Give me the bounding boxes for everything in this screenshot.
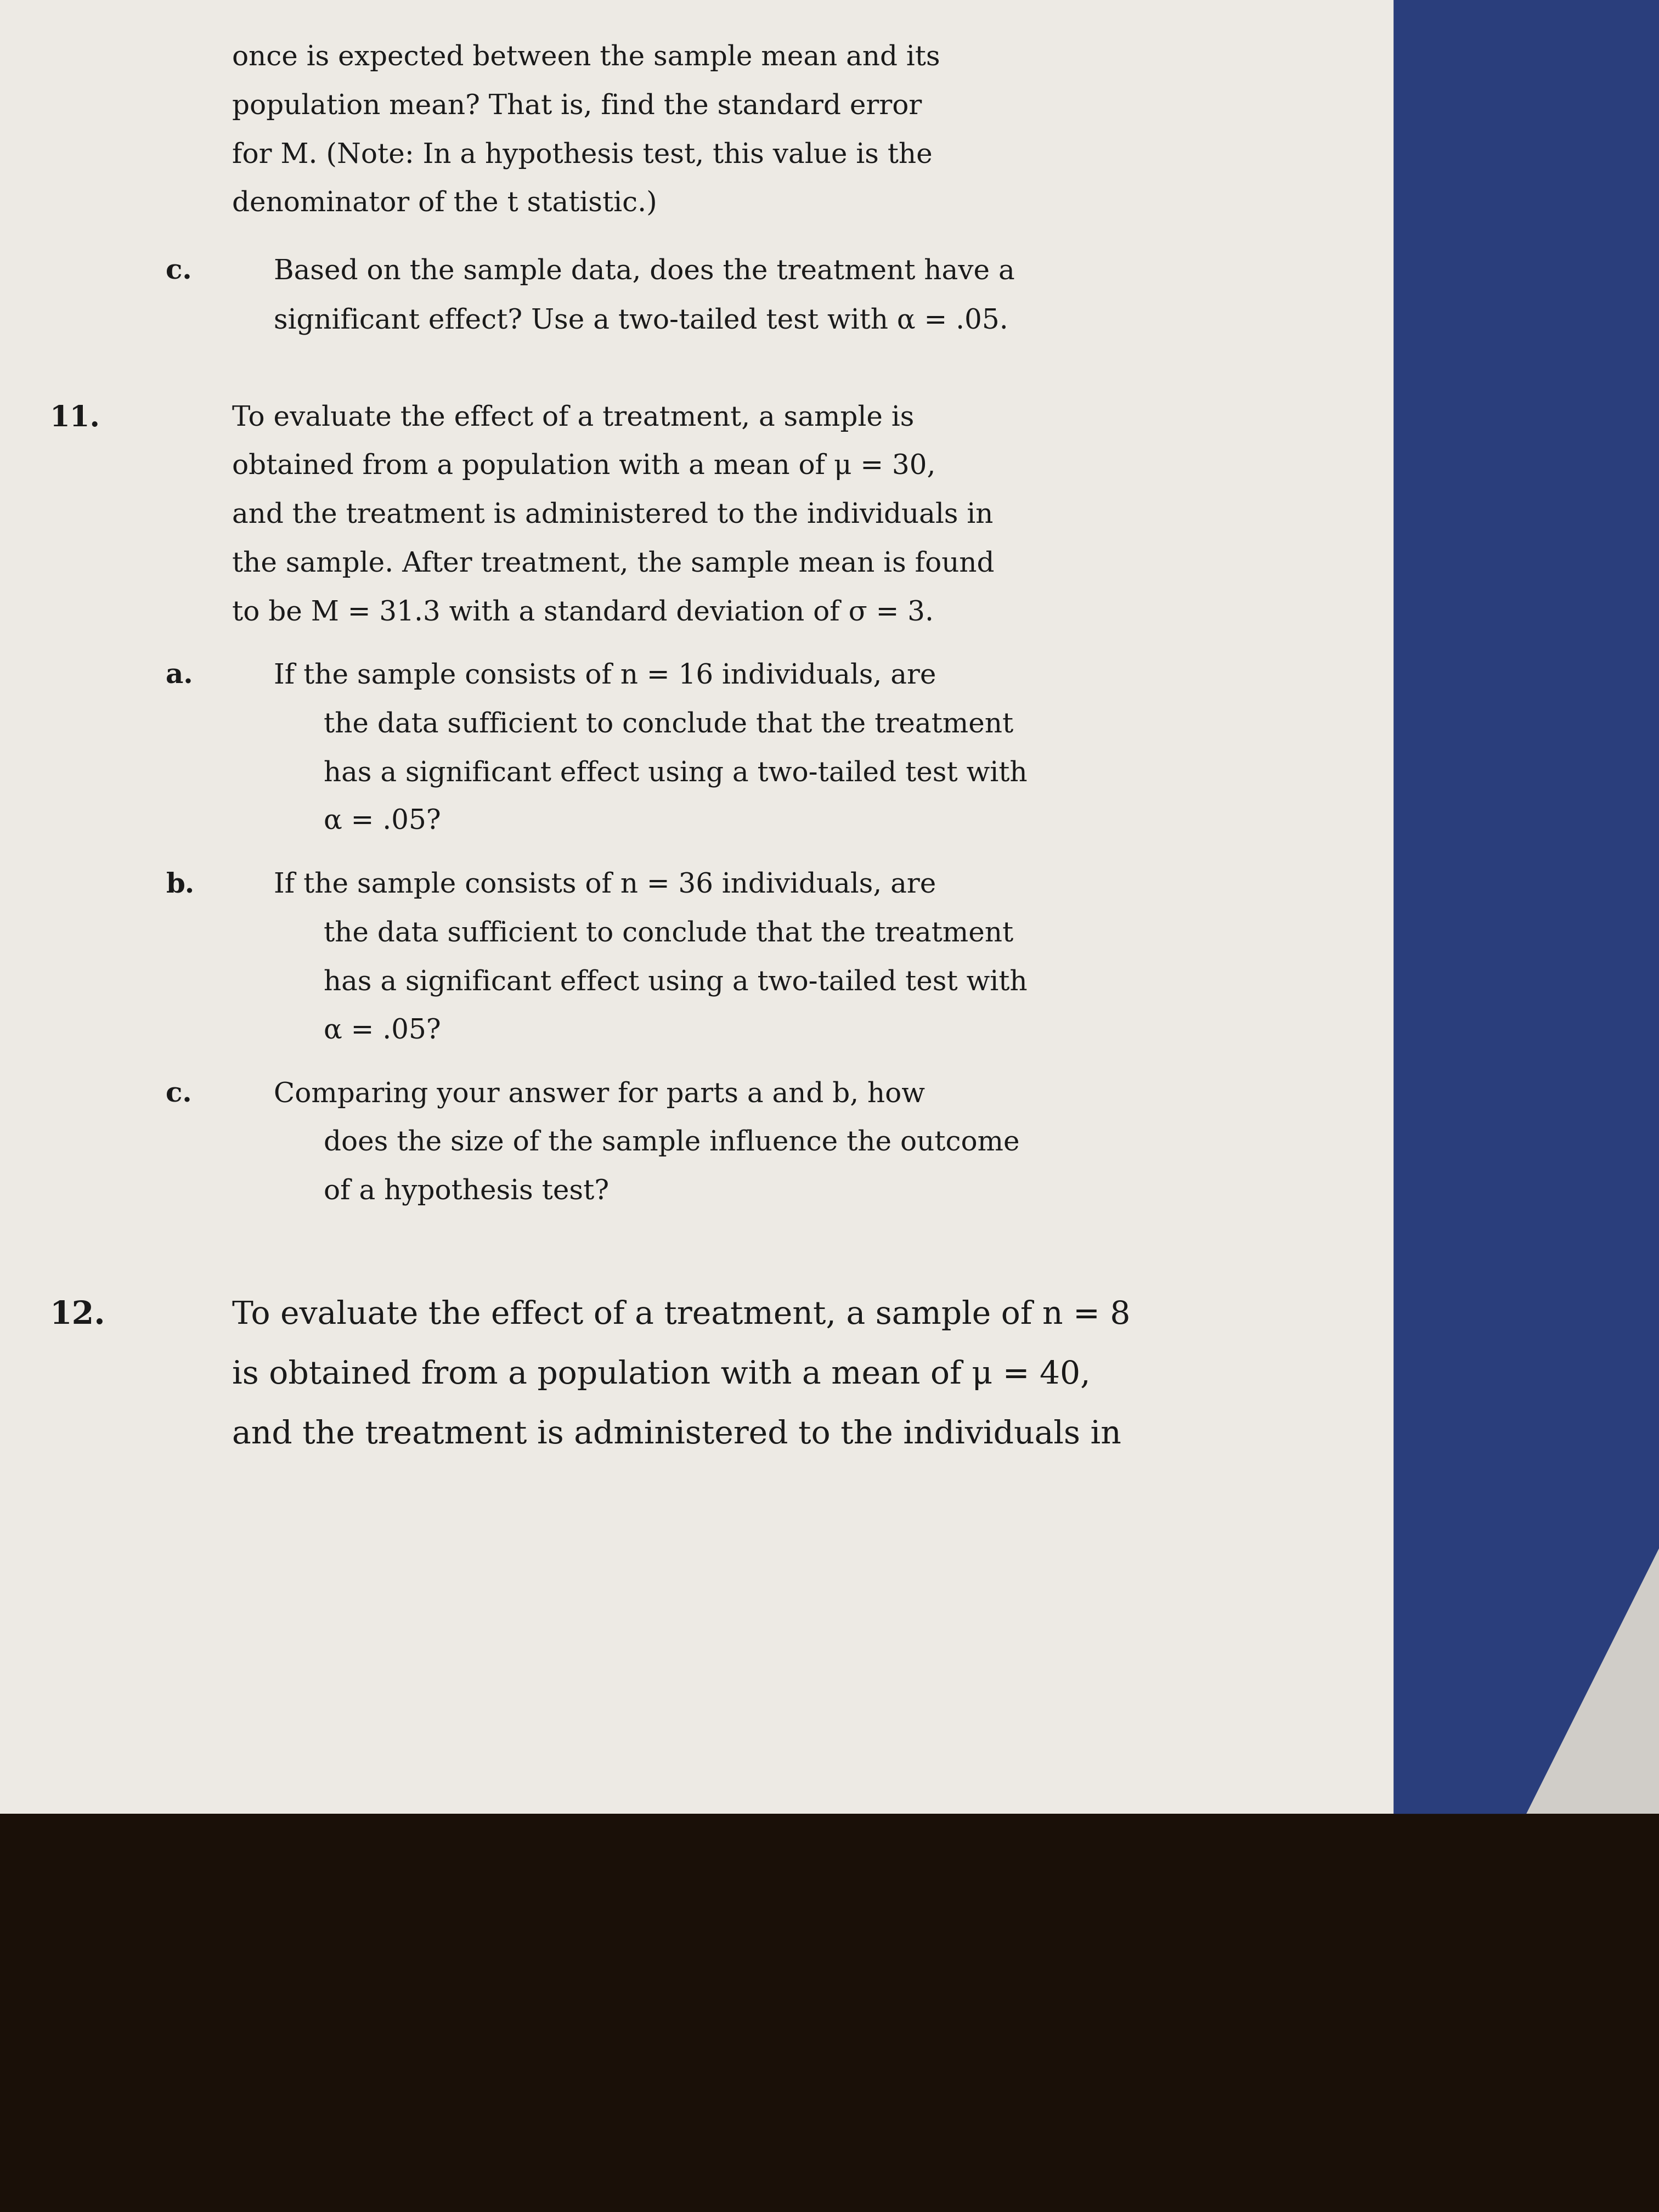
Text: for M. (Note: In a hypothesis test, this value is the: for M. (Note: In a hypothesis test, this… [232,142,932,168]
Text: Comparing your answer for parts a and b, how: Comparing your answer for parts a and b,… [274,1082,926,1108]
Text: significant effect? Use a two-tailed test with α = .05.: significant effect? Use a two-tailed tes… [274,307,1009,334]
Text: To evaluate the effect of a treatment, a sample of n = 8: To evaluate the effect of a treatment, a… [232,1301,1130,1329]
Text: To evaluate the effect of a treatment, a sample is: To evaluate the effect of a treatment, a… [232,405,914,431]
Text: 11.: 11. [50,405,100,431]
Text: the data sufficient to conclude that the treatment: the data sufficient to conclude that the… [324,920,1014,947]
Polygon shape [1394,0,1659,1814]
Text: a.: a. [166,661,192,690]
Text: has a significant effect using a two-tailed test with: has a significant effect using a two-tai… [324,969,1027,995]
Text: and the treatment is administered to the individuals in: and the treatment is administered to the… [232,502,994,529]
Text: does the size of the sample influence the outcome: does the size of the sample influence th… [324,1130,1020,1157]
Text: the data sufficient to conclude that the treatment: the data sufficient to conclude that the… [324,710,1014,739]
Text: is obtained from a population with a mean of μ = 40,: is obtained from a population with a mea… [232,1360,1090,1389]
Text: has a significant effect using a two-tailed test with: has a significant effect using a two-tai… [324,759,1027,787]
Text: Based on the sample data, does the treatment have a: Based on the sample data, does the treat… [274,259,1015,285]
Text: If the sample consists of n = 16 individuals, are: If the sample consists of n = 16 individ… [274,661,936,690]
Text: once is expected between the sample mean and its: once is expected between the sample mean… [232,44,941,71]
Bar [0,1814,1659,2212]
Text: denominator of the t statistic.): denominator of the t statistic.) [232,190,657,217]
Text: α = .05?: α = .05? [324,807,441,836]
Text: 12.: 12. [50,1301,106,1329]
Bar [0,0,1493,1814]
Text: α = .05?: α = .05? [324,1018,441,1044]
Text: of a hypothesis test?: of a hypothesis test? [324,1179,609,1206]
Text: and the treatment is administered to the individuals in: and the treatment is administered to the… [232,1420,1121,1449]
Text: the sample. After treatment, the sample mean is found: the sample. After treatment, the sample … [232,551,994,577]
Text: c.: c. [166,259,192,285]
Text: b.: b. [166,872,194,898]
Text: obtained from a population with a mean of μ = 30,: obtained from a population with a mean o… [232,453,936,480]
Text: If the sample consists of n = 36 individuals, are: If the sample consists of n = 36 individ… [274,872,936,898]
Text: c.: c. [166,1082,192,1108]
Text: to be M = 31.3 with a standard deviation of σ = 3.: to be M = 31.3 with a standard deviation… [232,599,934,626]
Text: population mean? That is, find the standard error: population mean? That is, find the stand… [232,93,922,119]
